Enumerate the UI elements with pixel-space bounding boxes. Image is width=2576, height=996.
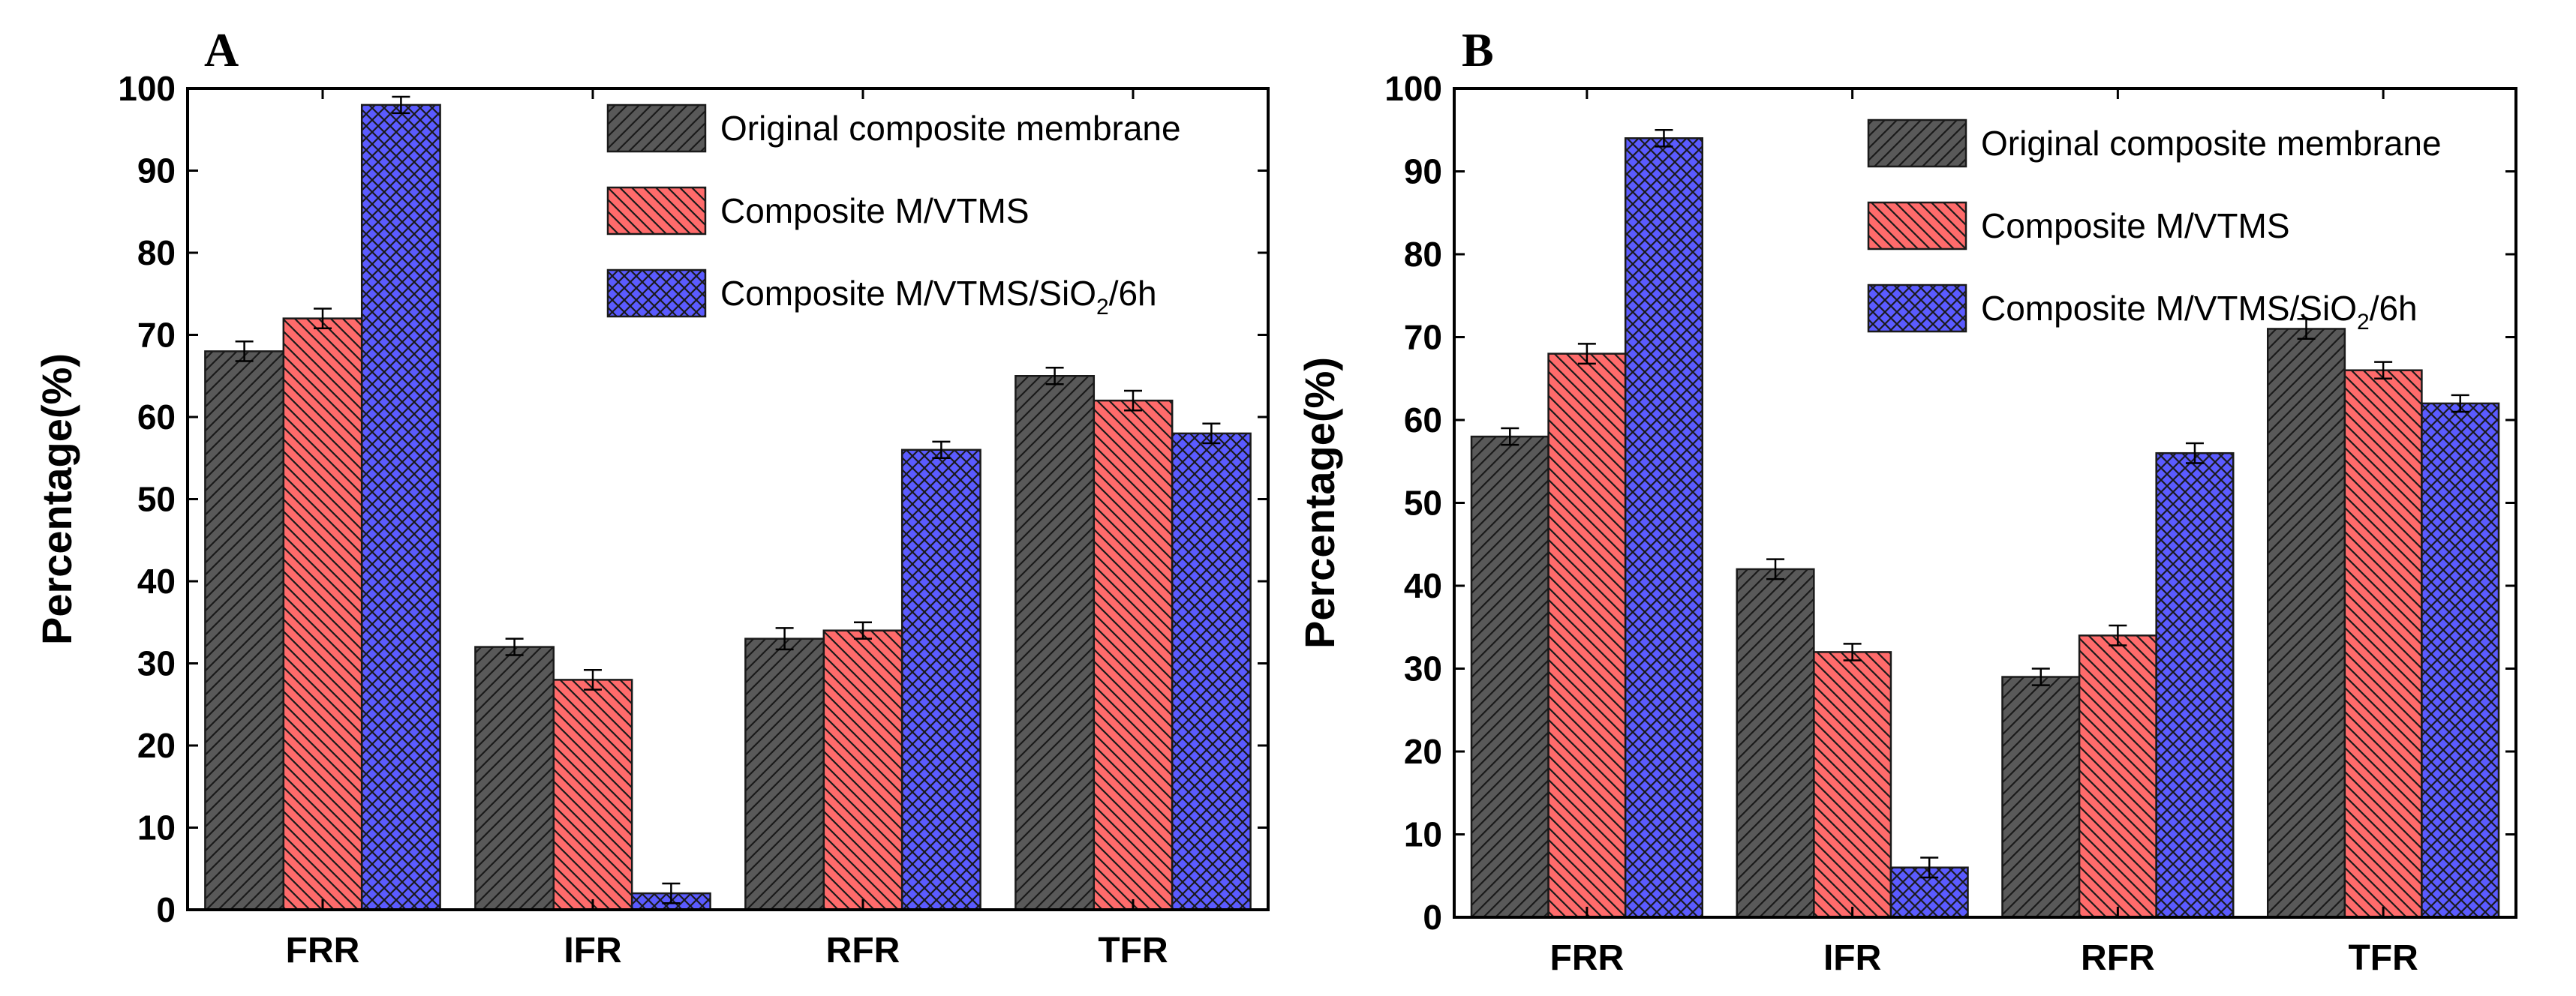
legend-label-main: Composite M/VTMS/SiO <box>720 274 1096 313</box>
x-tick-label: IFR <box>1823 938 1881 978</box>
y-tick-label: 50 <box>1404 484 1442 523</box>
bar <box>1171 432 1252 911</box>
legend-label-tail: /6h <box>1109 274 1157 313</box>
y-tick-label: 40 <box>137 562 176 601</box>
y-axis-label: Percentage(%) <box>1296 357 1343 649</box>
bar <box>474 646 555 911</box>
bar <box>2421 402 2500 919</box>
chart-panel-b: B 0 10 20 30 40 50 60 70 80 90 100 Percentage(%) FRR I… <box>1296 23 2517 978</box>
y-tick-label: 80 <box>137 233 176 272</box>
y-tick-label: 10 <box>137 808 176 848</box>
bar <box>2266 328 2346 919</box>
legend-swatch <box>1867 284 1967 333</box>
legend: Original composite membrane Composite M/V… <box>606 104 1181 320</box>
bar <box>1813 651 1892 919</box>
legend-swatch <box>606 268 707 318</box>
y-tick-label: 100 <box>118 69 176 108</box>
bar <box>2343 369 2423 919</box>
bar <box>2155 452 2235 919</box>
y-tick-label: 70 <box>1404 318 1442 357</box>
y-axis-label: Percentage(%) <box>33 353 80 645</box>
bar <box>744 638 825 911</box>
y-tick-label: 30 <box>137 644 176 683</box>
x-tick-label: TFR <box>2348 938 2418 978</box>
bar <box>282 317 363 911</box>
legend-swatch <box>606 104 707 153</box>
panel-label: A <box>204 23 239 76</box>
legend-label: Composite M/VTMS/SiO2/6h <box>1981 289 2418 334</box>
bar <box>360 104 441 911</box>
panel-label: B <box>1462 23 1494 76</box>
x-tick-label: IFR <box>564 931 621 970</box>
legend-label: Composite M/VTMS/SiO2/6h <box>720 274 1157 320</box>
y-tick-label: 0 <box>1423 898 1442 937</box>
bar <box>552 679 633 911</box>
y-tick-label: 40 <box>1404 566 1442 605</box>
y-tick-label: 60 <box>137 398 176 436</box>
plot-frame <box>186 87 1270 911</box>
legend-label-tail: /6h <box>2370 289 2418 328</box>
bar <box>900 448 981 911</box>
legend-label: Composite M/VTMS <box>720 191 1029 230</box>
y-tick-label: 10 <box>1404 815 1442 854</box>
legend-label: Original composite membrane <box>720 109 1181 148</box>
bar <box>2078 634 2157 919</box>
x-tick-label: RFR <box>2081 938 2155 978</box>
plot-frame <box>1453 87 2517 919</box>
y-tick-label: 20 <box>1404 732 1442 771</box>
legend-swatch <box>606 186 707 236</box>
legend-label-sub: 2 <box>2357 310 2370 334</box>
legend-label-sub: 2 <box>1096 295 1109 320</box>
x-tick-label: RFR <box>826 931 900 970</box>
chart-panel-a: A 0 10 20 30 40 50 60 70 80 90 100 Percentage(%) FRR I… <box>33 23 1270 970</box>
bar <box>1547 352 1627 919</box>
bar <box>1014 375 1096 911</box>
x-tick-label: FRR <box>286 931 360 970</box>
y-tick-label: 60 <box>1404 400 1442 440</box>
bar <box>1624 137 1704 919</box>
legend-swatch <box>1867 201 1967 250</box>
legend-label: Composite M/VTMS <box>1981 206 2290 245</box>
bar <box>1093 399 1174 911</box>
bar <box>822 629 903 911</box>
x-tick-label: TFR <box>1098 931 1168 970</box>
y-tick-label: 80 <box>1404 235 1442 274</box>
y-tick-label: 0 <box>156 890 176 929</box>
legend: Original composite membrane Composite M/V… <box>1867 118 2442 334</box>
x-tick-label: FRR <box>1550 938 1625 978</box>
y-tick-label: 20 <box>137 726 176 765</box>
y-tick-label: 90 <box>1404 152 1442 191</box>
y-tick-label: 30 <box>1404 650 1442 688</box>
y-tick-label: 50 <box>137 480 176 519</box>
legend-label: Original composite membrane <box>1981 124 2442 163</box>
bar <box>1470 435 1550 919</box>
legend-swatch <box>1867 118 1967 168</box>
legend-label-main: Composite M/VTMS/SiO <box>1981 289 2357 328</box>
bar <box>204 350 285 911</box>
y-tick-label: 100 <box>1384 69 1442 108</box>
bar <box>1736 568 1815 919</box>
bar <box>2001 676 2081 919</box>
y-tick-label: 70 <box>137 316 176 355</box>
y-tick-label: 90 <box>137 152 176 190</box>
